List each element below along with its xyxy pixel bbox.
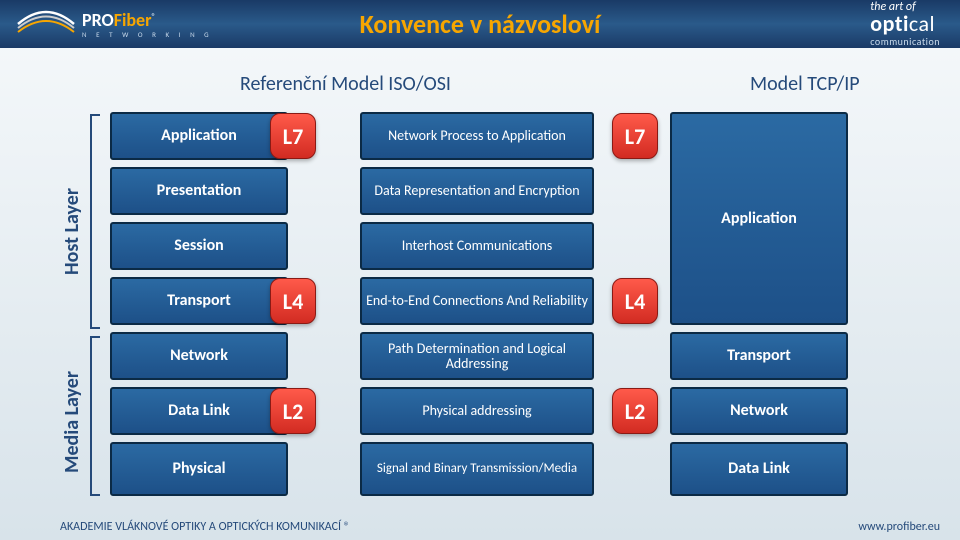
diagram: Referenční Model ISO/OSI Model TCP/IP Ho… bbox=[60, 72, 920, 500]
bracket-media bbox=[90, 336, 100, 496]
label-host-layer: Host Layer bbox=[60, 142, 88, 322]
brand-line3: communication bbox=[870, 37, 940, 47]
logo-reg: ® bbox=[152, 12, 156, 22]
heading-tcpip: Model TCP/IP bbox=[750, 72, 860, 96]
badge-l2-right: L2 bbox=[612, 388, 658, 434]
osi-datalink: Data Link bbox=[110, 387, 288, 435]
tcpip-transport: Transport bbox=[670, 332, 848, 380]
brand-line2b: cal bbox=[909, 10, 935, 37]
osi-transport: Transport bbox=[110, 277, 288, 325]
logo-swoosh-icon bbox=[16, 6, 76, 42]
badge-l7-left: L7 bbox=[270, 113, 316, 159]
tcpip-application: Application bbox=[670, 112, 848, 325]
tcpip-network: Network bbox=[670, 387, 848, 435]
desc-l2: Physical addressing bbox=[360, 387, 594, 435]
desc-l6: Data Representation and Encryption bbox=[360, 167, 594, 215]
osi-physical: Physical bbox=[110, 442, 288, 496]
bracket-host bbox=[90, 114, 100, 329]
brand-line2a: opti bbox=[870, 10, 909, 37]
desc-l1: Signal and Binary Transmission/Media bbox=[360, 442, 594, 496]
desc-l7: Network Process to Application bbox=[360, 112, 594, 160]
osi-application: Application bbox=[110, 112, 288, 160]
tcpip-datalink: Data Link bbox=[670, 442, 848, 496]
logo-name-b: Fiber bbox=[114, 9, 152, 31]
desc-l5: Interhost Communications bbox=[360, 222, 594, 270]
badge-l2-left: L2 bbox=[270, 388, 316, 434]
brand-right: the art of optical communication bbox=[870, 1, 960, 47]
label-media-layer: Media Layer bbox=[60, 347, 88, 497]
footer: AKADEMIE VLÁKNOVÉ OPTIKY A OPTICKÝCH KOM… bbox=[60, 520, 940, 534]
logo-name-a: PRO bbox=[82, 9, 114, 31]
logo-text: PROFiber® N E T W O R K I N G bbox=[82, 11, 213, 38]
logo-tagline: N E T W O R K I N G bbox=[82, 31, 213, 38]
topbar: PROFiber® N E T W O R K I N G Konvence v… bbox=[0, 0, 960, 48]
osi-network: Network bbox=[110, 332, 288, 380]
badge-l7-right: L7 bbox=[612, 113, 658, 159]
desc-l3: Path Determination and Logical Addressin… bbox=[360, 332, 594, 380]
osi-session: Session bbox=[110, 222, 288, 270]
badge-l4-right: L4 bbox=[612, 278, 658, 324]
badge-l4-left: L4 bbox=[270, 278, 316, 324]
logo: PROFiber® N E T W O R K I N G bbox=[0, 0, 213, 48]
footer-left: AKADEMIE VLÁKNOVÉ OPTIKY A OPTICKÝCH KOM… bbox=[60, 520, 350, 534]
slide-title: Konvence v názvosloví bbox=[360, 8, 601, 40]
heading-iso-osi: Referenční Model ISO/OSI bbox=[240, 72, 451, 96]
osi-presentation: Presentation bbox=[110, 167, 288, 215]
footer-right: www.profiber.eu bbox=[858, 520, 940, 534]
desc-l4: End-to-End Connections And Reliability bbox=[360, 277, 594, 325]
